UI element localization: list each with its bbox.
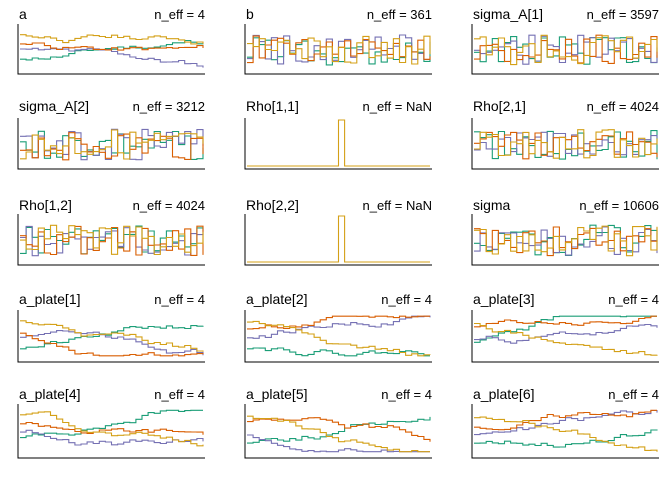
chain-trace xyxy=(247,415,430,453)
chain-trace xyxy=(247,215,430,263)
trace-panel: b n_eff = 361 xyxy=(244,6,432,75)
panel-title: a xyxy=(19,6,27,22)
chain-trace xyxy=(474,226,658,256)
chain-trace xyxy=(474,129,658,159)
chain-trace xyxy=(20,421,204,435)
chain-trace xyxy=(247,34,431,65)
chain-trace xyxy=(474,322,658,356)
trace-panel: a_plate[2] n_eff = 4 xyxy=(244,291,432,363)
panel-title: sigma xyxy=(473,197,511,213)
chain-trace xyxy=(20,224,204,256)
chain-trace xyxy=(247,416,431,444)
chain-trace xyxy=(20,411,204,447)
panel-n-eff: n_eff = 4 xyxy=(154,292,205,307)
panel-n-eff: n_eff = 4024 xyxy=(133,198,205,213)
chain-trace xyxy=(20,332,204,357)
panel-axes xyxy=(471,214,659,266)
panel-title: sigma_A[2] xyxy=(19,98,89,114)
panel-n-eff: n_eff = 10606 xyxy=(579,198,659,213)
chain-trace xyxy=(474,315,657,343)
panel-title: Rho[2,2] xyxy=(246,197,299,213)
panel-title: a_plate[6] xyxy=(473,386,535,402)
chain-trace xyxy=(474,323,658,344)
chain-trace xyxy=(20,34,204,45)
panel-axes xyxy=(17,310,205,363)
trace-panel: Rho[2,1] n_eff = 4024 xyxy=(471,98,659,170)
chain-trace xyxy=(474,225,658,257)
chain-trace xyxy=(20,320,204,352)
chain-trace xyxy=(474,416,658,452)
panel-n-eff: n_eff = 4024 xyxy=(587,99,659,114)
panel-n-eff: n_eff = 3212 xyxy=(133,99,205,114)
trace-panel: Rho[1,1] n_eff = NaN xyxy=(244,98,432,170)
panel-axes xyxy=(471,310,659,363)
chain-trace xyxy=(474,429,658,448)
panel-title: a_plate[2] xyxy=(246,291,308,307)
chain-trace xyxy=(20,330,204,356)
trace-panel: a_plate[5] n_eff = 4 xyxy=(244,386,432,459)
panel-title: a_plate[1] xyxy=(19,291,81,307)
trace-panel: a_plate[3] n_eff = 4 xyxy=(471,291,659,363)
chain-trace xyxy=(247,315,430,330)
panel-n-eff: n_eff = 4 xyxy=(608,387,659,402)
panel-n-eff: n_eff = NaN xyxy=(362,198,432,213)
panel-n-eff: n_eff = 361 xyxy=(367,7,432,22)
chain-trace xyxy=(247,347,430,357)
panel-n-eff: n_eff = 4 xyxy=(608,292,659,307)
chain-trace xyxy=(474,315,657,328)
panel-title: Rho[2,1] xyxy=(473,98,526,114)
panel-n-eff: n_eff = 4 xyxy=(154,7,205,22)
trace-panel: a n_eff = 4 xyxy=(17,6,205,75)
trace-panel: a_plate[6] n_eff = 4 xyxy=(471,386,659,459)
panel-axes xyxy=(244,118,432,170)
chain-trace xyxy=(20,42,204,51)
trace-panel: sigma_A[2] n_eff = 3212 xyxy=(17,98,205,170)
panel-title: b xyxy=(246,6,254,22)
chain-trace xyxy=(247,434,430,453)
panel-title: a_plate[3] xyxy=(473,291,535,307)
chain-trace xyxy=(20,409,203,439)
panel-axes xyxy=(17,404,205,459)
trace-panel: sigma n_eff = 10606 xyxy=(471,197,659,266)
trace-panel: Rho[2,2] n_eff = NaN xyxy=(244,197,432,266)
trace-panel: sigma_A[1] n_eff = 3597 xyxy=(471,6,659,75)
panel-axes xyxy=(17,24,205,75)
panel-axes xyxy=(471,24,659,75)
panel-axes xyxy=(244,24,432,75)
trace-panel: a_plate[4] n_eff = 4 xyxy=(17,386,205,459)
panel-title: a_plate[5] xyxy=(246,386,308,402)
chain-trace xyxy=(474,34,658,66)
panel-n-eff: n_eff = 4 xyxy=(381,292,432,307)
chain-trace xyxy=(20,325,204,350)
chain-trace xyxy=(20,129,204,160)
panel-axes xyxy=(17,118,205,170)
chain-trace xyxy=(20,225,204,256)
panel-n-eff: n_eff = 4 xyxy=(381,387,432,402)
chain-trace xyxy=(247,35,431,65)
panel-title: Rho[1,1] xyxy=(246,98,299,114)
panel-n-eff: n_eff = 4 xyxy=(154,387,205,402)
panel-n-eff: n_eff = NaN xyxy=(362,99,432,114)
chain-trace xyxy=(474,34,658,64)
chain-trace xyxy=(474,409,657,431)
panel-axes xyxy=(244,310,432,363)
panel-axes xyxy=(17,214,205,266)
chain-trace xyxy=(20,47,204,68)
trace-panel: a_plate[1] n_eff = 4 xyxy=(17,291,205,363)
panel-axes xyxy=(471,404,659,459)
panel-axes xyxy=(244,404,432,459)
chain-trace xyxy=(247,320,431,357)
panel-title: a_plate[4] xyxy=(19,386,81,402)
trace-panel: Rho[1,2] n_eff = 4024 xyxy=(17,197,205,266)
panel-n-eff: n_eff = 3597 xyxy=(587,7,659,22)
panel-axes xyxy=(471,118,659,170)
chain-trace xyxy=(247,315,431,339)
panel-title: Rho[1,2] xyxy=(19,197,72,213)
panel-axes xyxy=(244,214,432,266)
chain-trace xyxy=(247,119,430,167)
panel-title: sigma_A[1] xyxy=(473,6,543,22)
